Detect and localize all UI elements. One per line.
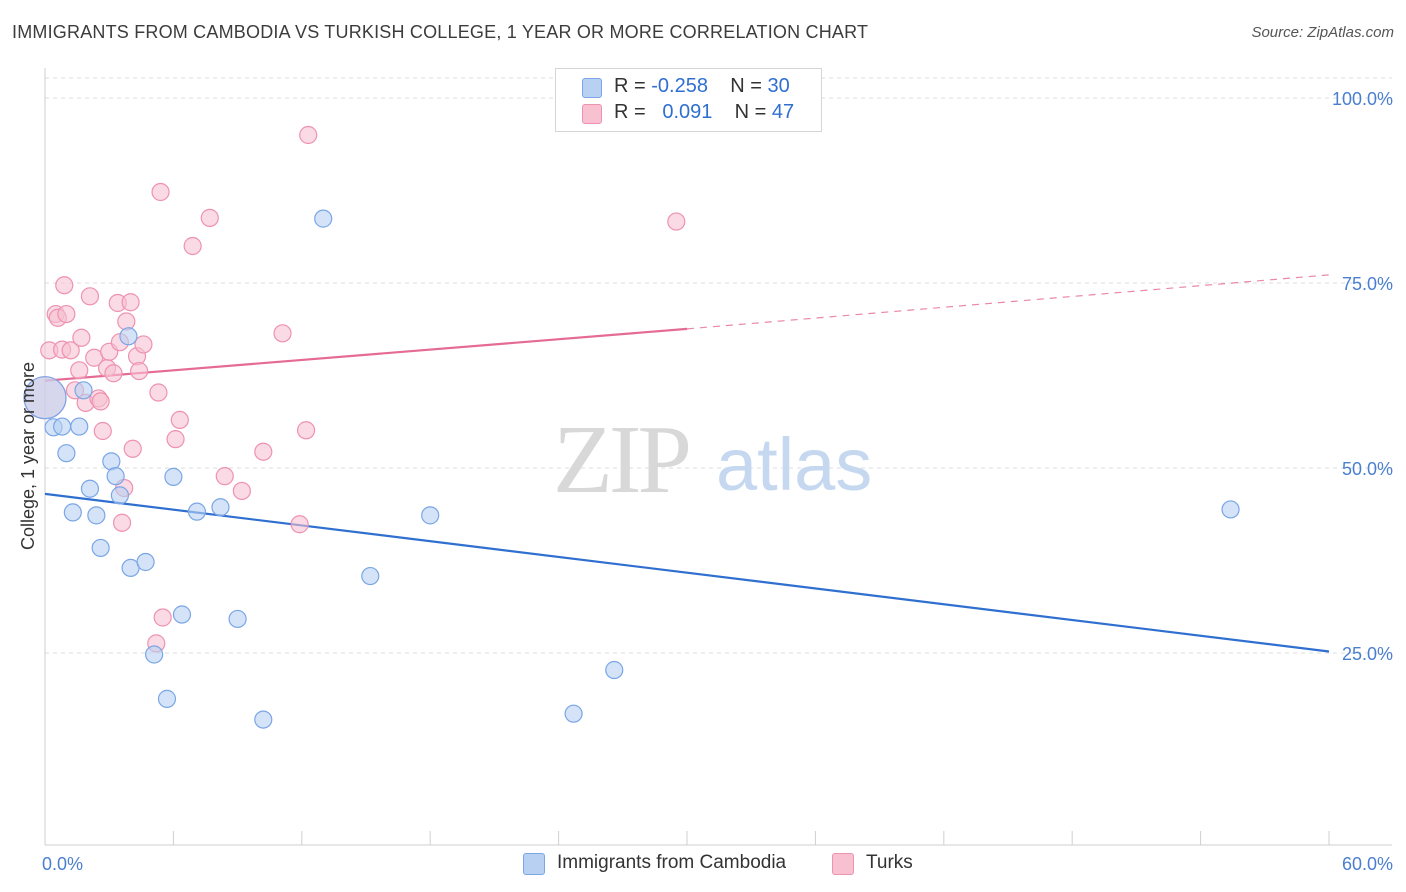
turks-point	[232, 481, 251, 501]
cambodia-point	[136, 552, 155, 572]
y-tick-label: 100.0%	[1332, 89, 1393, 109]
cambodia-point	[187, 502, 207, 521]
cambodia-point	[87, 506, 106, 525]
turks-point	[254, 442, 273, 461]
turks-point	[215, 467, 234, 486]
turks-point	[61, 341, 80, 360]
turks-point	[91, 392, 110, 411]
legend-n-value-turks: 47	[771, 101, 795, 123]
cambodia-point	[106, 467, 125, 486]
legend-r-value-cambodia: -0.258	[651, 75, 708, 97]
trend-line-turks	[44, 327, 688, 382]
bottom-legend-label-turks: Turks	[866, 852, 913, 873]
legend-n-value-cambodia: 30	[767, 75, 790, 97]
turks-point	[70, 361, 89, 380]
turks-point	[55, 276, 74, 295]
cambodia-point	[23, 376, 67, 420]
grid-lines	[45, 77, 1392, 654]
x-tick-label: 60.0%	[1342, 854, 1393, 874]
cambodia-point	[164, 467, 183, 486]
turks-point	[273, 324, 292, 343]
turks-point	[121, 293, 140, 312]
turks-point	[667, 212, 686, 231]
bottom-legend-swatch-turks	[832, 853, 854, 875]
cambodia-point	[145, 645, 164, 664]
bottom-legend-label-cambodia: Immigrants from Cambodia	[557, 852, 787, 873]
y-tick-label: 75.0%	[1342, 274, 1393, 294]
watermark-zip: ZIP	[553, 406, 688, 514]
turks-point	[80, 287, 100, 306]
correlation-legend: R = -0.258 N = 30 R = 0.091 N = 47	[555, 68, 822, 132]
y-tick-label: 50.0%	[1342, 459, 1393, 479]
x-tick-label: 0.0%	[42, 854, 83, 874]
turks-point	[134, 335, 153, 354]
turks-point	[93, 421, 112, 441]
cambodia-point	[110, 486, 130, 505]
cambodia-point	[80, 479, 100, 498]
cambodia-point	[564, 704, 583, 723]
turks-point	[296, 421, 316, 440]
y-tick-label: 25.0%	[1342, 644, 1393, 664]
turks-point	[166, 430, 185, 449]
chart-title: IMMIGRANTS FROM CAMBODIA VS TURKISH COLL…	[12, 22, 869, 42]
turks-point	[200, 208, 219, 227]
cambodia-point	[605, 660, 624, 680]
cambodia-point	[172, 605, 192, 624]
turks-point	[104, 364, 123, 383]
turks-point	[183, 236, 202, 256]
cambodia-point	[421, 506, 440, 525]
axes	[44, 68, 1392, 846]
cambodia-point	[74, 381, 93, 400]
bottom-legend-swatch-cambodia	[523, 853, 545, 875]
cambodia-point	[1221, 500, 1240, 519]
turks-point	[112, 513, 132, 532]
watermark-atlas: atlas	[716, 423, 872, 506]
cambodia-point	[53, 417, 72, 436]
watermark: ZIP atlas	[553, 406, 872, 514]
cambodia-point	[211, 498, 230, 517]
cambodia-point	[63, 503, 82, 522]
cambodia-point	[361, 566, 380, 586]
cambodia-point	[91, 538, 110, 558]
legend-n-label: N =	[734, 101, 772, 123]
turks-point	[149, 383, 168, 402]
turks-point	[72, 328, 91, 347]
legend-r-value-turks: 0.091	[662, 101, 713, 123]
turks-point	[151, 182, 170, 202]
source-label: Source: ZipAtlas.com	[1251, 24, 1394, 41]
cambodia-point	[228, 609, 247, 629]
turks-point	[130, 361, 149, 381]
trend-lines	[44, 274, 1330, 653]
legend-swatch-turks	[582, 104, 602, 124]
cambodia-points	[23, 209, 1240, 729]
tick-labels: 25.0% 50.0% 75.0% 100.0% 0.0% 60.0%	[42, 89, 1393, 874]
cambodia-point	[57, 444, 76, 463]
cambodia-point	[254, 710, 273, 729]
trend-line-cambodia	[44, 492, 1330, 653]
y-axis-label: College, 1 year or more	[18, 362, 38, 550]
turks-point	[299, 125, 318, 145]
turks-point	[153, 608, 172, 627]
cambodia-point	[314, 209, 333, 228]
cambodia-point	[70, 417, 89, 436]
trend-line-turks-extension	[686, 274, 1330, 330]
legend-r-label: R =	[614, 101, 652, 123]
legend-r-label: R =	[614, 75, 652, 97]
turks-point	[123, 439, 142, 458]
legend-swatch-cambodia	[582, 78, 602, 98]
turks-point	[57, 304, 76, 324]
legend-n-label: N =	[730, 75, 768, 97]
turks-point	[170, 410, 189, 429]
turks-point	[290, 515, 309, 534]
cambodia-point	[119, 327, 138, 346]
turks-point	[117, 312, 136, 331]
cambodia-point	[157, 689, 177, 708]
